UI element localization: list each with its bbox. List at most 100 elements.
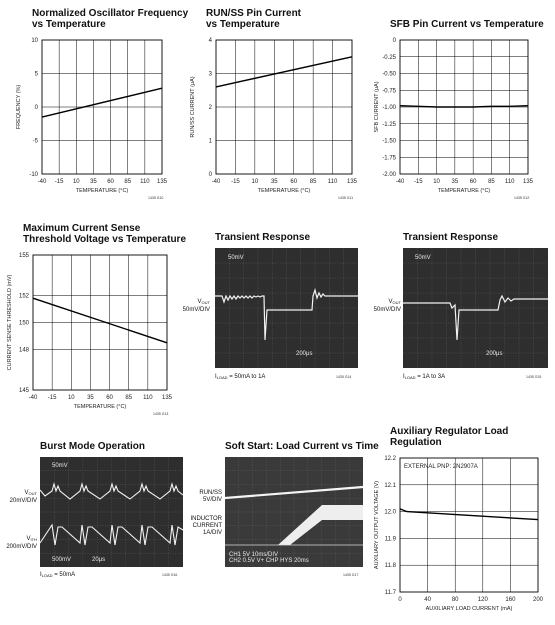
y-axis-label: SFB CURRENT (μA) — [374, 81, 380, 132]
figure-code: 1435 G17 — [343, 573, 358, 577]
y-axis-label: CURRENT SENSE THRESHOLD (mV) — [7, 274, 13, 370]
x-tick-label: -40 — [29, 395, 38, 401]
chart-title: Auxiliary Regulator Load — [390, 426, 508, 437]
x-tick-label: 35 — [87, 395, 94, 401]
scope-corner-b1: 500mV — [52, 557, 71, 563]
figure-code: 1435 G11 — [338, 196, 353, 200]
inductor-scale: 1A/DIV — [203, 530, 222, 536]
y-tick-label: 11.8 — [385, 563, 397, 569]
scope-corner-bottom: 200μs — [296, 351, 312, 357]
chart-annotation: EXTERNAL PNP: 2N2907A — [404, 464, 478, 470]
inductor-label-2: CURRENT — [193, 523, 223, 529]
y-tick-label: -2.00 — [382, 172, 396, 178]
series-line — [399, 508, 539, 521]
scope-status-row-2: CH2 0.5V V+ CHP HYS 20ms — [229, 558, 309, 564]
y-axis-label: AUXILIARY OUTPUT VOLTAGE (V) — [374, 481, 380, 569]
vout-scale: 50mV/DIV — [374, 307, 401, 313]
x-tick-label: 10 — [68, 395, 75, 401]
x-tick-label: 10 — [252, 179, 259, 185]
y-tick-label: -1.75 — [382, 155, 396, 161]
y-tick-label: 4 — [209, 38, 213, 44]
scope-softstart-title: Soft Start: Load Current vs Time — [225, 441, 379, 452]
scope-graticule — [40, 457, 183, 567]
vout-label: VOUT — [389, 299, 402, 305]
chart-title: vs Temperature — [32, 19, 106, 30]
scope-caption: ILOAD = 50mA to 1A — [215, 374, 265, 380]
vith-label: VITH — [27, 536, 38, 542]
y-tick-label: 3 — [209, 72, 213, 78]
plot-frame — [32, 254, 168, 391]
x-tick-label: 120 — [478, 597, 489, 603]
vith-scale: 200mV/DIV — [6, 544, 37, 550]
plot-frame — [399, 457, 539, 593]
series-line — [32, 297, 168, 344]
chart-title: vs Temperature — [206, 19, 280, 30]
y-axis-label: FREQUENCY (%) — [16, 85, 22, 130]
series-line — [399, 105, 529, 108]
vout-scale: 50mV/DIV — [183, 307, 210, 313]
y-tick-label: 0 — [393, 38, 397, 44]
series-line — [41, 87, 163, 118]
run-ss-label: RUN/SS — [199, 490, 222, 496]
scope-graticule — [403, 248, 548, 368]
x-tick-label: 60 — [107, 179, 114, 185]
scope-burst-title: Burst Mode Operation — [40, 441, 145, 452]
x-tick-label: 160 — [505, 597, 516, 603]
y-tick-label: -1.00 — [382, 105, 396, 111]
x-tick-label: -15 — [231, 179, 240, 185]
x-axis-label: AUXILIARY LOAD CURRENT (mA) — [426, 606, 513, 612]
x-axis-label: TEMPERATURE (°C) — [438, 188, 491, 194]
trace-vout — [39, 481, 184, 500]
y-tick-label: 12.0 — [384, 510, 396, 516]
y-tick-label: 12.2 — [384, 456, 396, 462]
x-tick-label: 135 — [347, 179, 358, 185]
x-tick-label: 110 — [140, 179, 150, 185]
x-tick-label: 110 — [143, 395, 153, 401]
x-tick-label: 135 — [157, 179, 168, 185]
vout-label: VOUT — [25, 490, 38, 496]
scope-burst-mode: Burst Mode Operation 50mV 500mV 20μs VOU… — [6, 441, 184, 578]
x-axis-label: TEMPERATURE (°C) — [76, 188, 129, 194]
vout-label: VOUT — [198, 299, 211, 305]
chart-title: Maximum Current Sense — [23, 223, 141, 234]
y-tick-label: 0 — [35, 105, 39, 111]
scope-corner-bottom: 200μs — [486, 351, 502, 357]
x-tick-label: 135 — [523, 179, 534, 185]
y-tick-label: 148 — [19, 348, 30, 354]
plot-frame — [399, 39, 529, 175]
x-axis-label: TEMPERATURE (°C) — [258, 188, 311, 194]
chart-title: Regulation — [390, 437, 442, 448]
scope-caption: ILOAD = 50mA — [40, 572, 75, 578]
scope-soft-start: Soft Start: Load Current vs Time CH1 5V … — [190, 441, 379, 577]
x-tick-label: -15 — [48, 395, 57, 401]
figure-code: 1435 G12 — [514, 196, 529, 200]
x-tick-label: 10 — [73, 179, 80, 185]
x-tick-label: 35 — [452, 179, 459, 185]
y-tick-label: -0.75 — [382, 88, 396, 94]
x-tick-label: -40 — [212, 179, 221, 185]
y-tick-label: 11.9 — [385, 536, 397, 542]
x-tick-label: 85 — [124, 179, 131, 185]
figure-code: 1435 G15 — [526, 375, 541, 379]
x-tick-label: 85 — [310, 179, 317, 185]
y-tick-label: -5 — [33, 139, 39, 145]
y-tick-label: 155 — [19, 253, 30, 259]
scope-corner-top: 50mV — [228, 255, 244, 261]
chart-title: RUN/SS Pin Current — [206, 8, 302, 19]
scope-graticule — [215, 248, 358, 368]
figure-code: 1435 G10 — [148, 196, 163, 200]
x-tick-label: 35 — [271, 179, 278, 185]
chart-title: SFB Pin Current vs Temperature — [390, 19, 544, 30]
scope-status-row-1: CH1 5V 10ms/DIV — [229, 552, 278, 558]
x-tick-label: 10 — [433, 179, 440, 185]
plot-frame — [41, 39, 163, 175]
scope-corner-top: 50mV — [415, 255, 431, 261]
trace-vith — [39, 523, 184, 546]
chart-p3: SFB Pin Current vs Temperature -40 -15 10 35… — [374, 19, 544, 200]
y-tick-label: 150 — [19, 321, 30, 327]
y-tick-label: 10 — [31, 38, 38, 44]
